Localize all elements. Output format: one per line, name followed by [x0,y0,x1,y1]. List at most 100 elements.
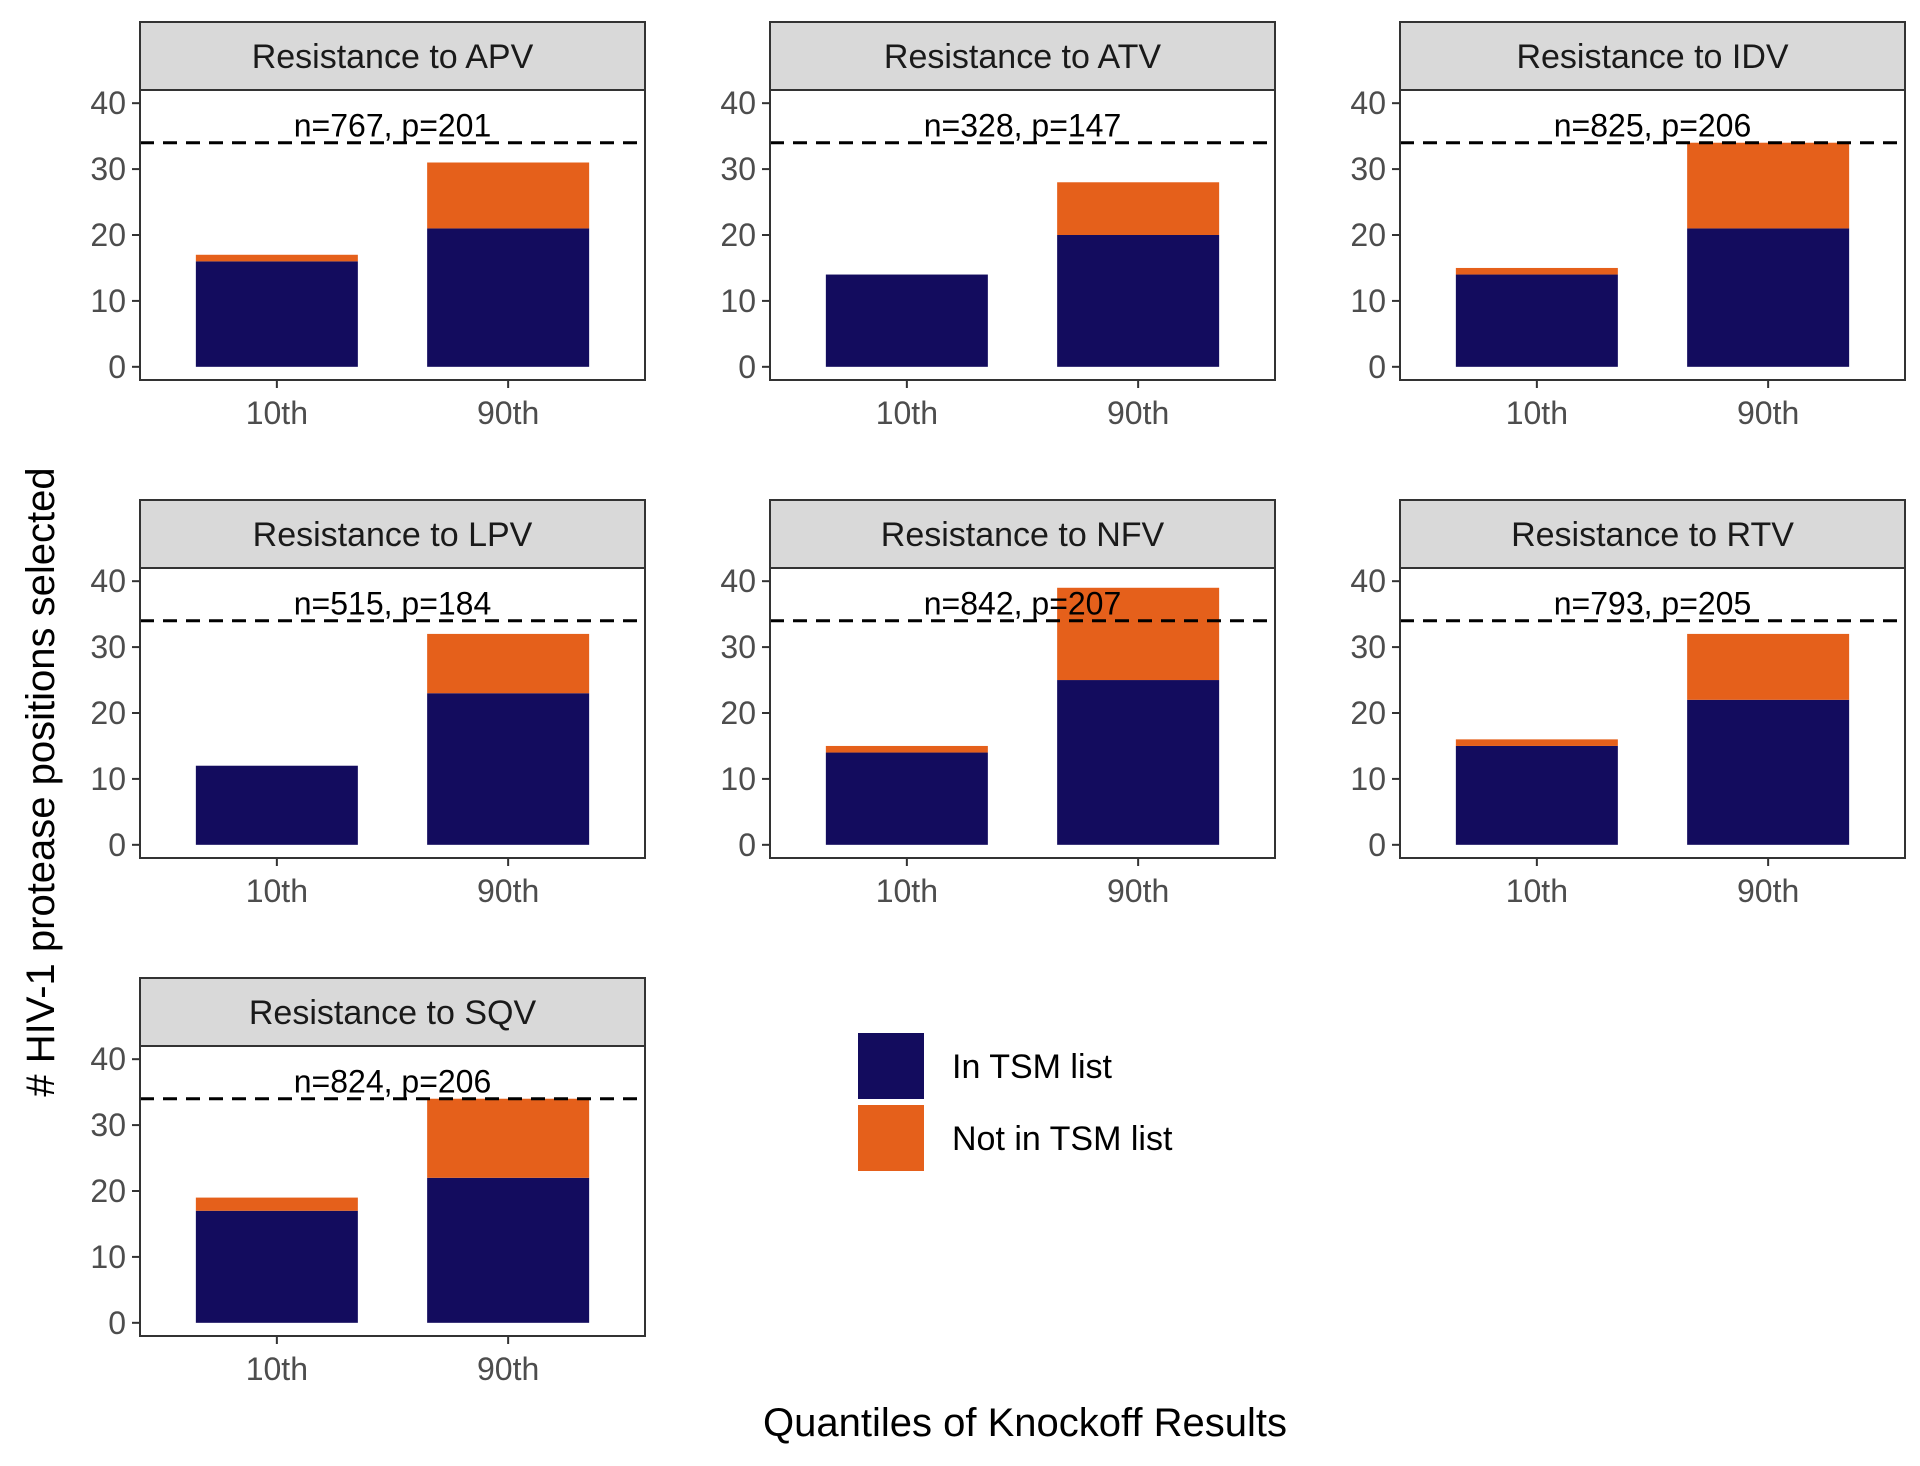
x-tick-label: 90th [477,1351,539,1387]
chart-panels: Resistance to APV 10th 90th n=767, p=201 0 10… [90,21,1906,1387]
legend-label: In TSM list [952,1048,1113,1086]
y-tick-label: 20 [90,695,126,731]
y-tick-label: 40 [90,1041,126,1077]
panel-3: Resistance to IDV 10th 90th n=825, p=206 0 10… [1350,21,1906,431]
plot-border [139,567,646,859]
bar-in-tsm-10th [195,261,358,367]
plot-border [769,567,1276,859]
x-tick-label: 10th [1506,873,1568,909]
y-tick-label: 10 [90,283,126,319]
bar-not-in-tsm-90th [1687,142,1850,229]
y-tick-label: 0 [108,827,126,863]
bar-in-tsm-10th [1455,274,1618,367]
bar-in-tsm-10th [1455,745,1618,845]
panel-title: Resistance to ATV [884,38,1161,76]
y-tick-label: 10 [1350,283,1386,319]
bar-in-tsm-10th [195,765,358,845]
y-tick-label: 0 [1368,827,1386,863]
x-axis-title: Quantiles of Knockoff Results [763,1401,1287,1445]
plot-border [139,89,646,381]
panel-6: Resistance to RTV 10th 90th n=793, p=205 0 10… [1350,499,1906,909]
y-tick-label: 0 [738,349,756,385]
legend-label: Not in TSM list [952,1120,1173,1158]
panel-2: Resistance to ATV 10th 90th n=328, p=147 0 10… [720,21,1276,431]
plot-border [1399,567,1906,859]
bar-in-tsm-90th [1057,235,1220,367]
y-tick-label: 0 [1368,349,1386,385]
plot-border [769,89,1276,381]
bar-in-tsm-90th [427,693,590,845]
x-tick-label: 10th [876,873,938,909]
panel-annotation: n=842, p=207 [924,586,1122,622]
panel-7: Resistance to SQV 10th 90th n=824, p=206 0 10… [90,977,646,1387]
y-tick-label: 30 [720,151,756,187]
y-tick-label: 10 [1350,761,1386,797]
bar-in-tsm-90th [427,1177,590,1323]
panel-5: Resistance to NFV 10th 90th n=842, p=207 0 10… [720,499,1276,909]
x-tick-label: 90th [477,395,539,431]
y-tick-label: 30 [90,151,126,187]
bar-in-tsm-90th [1057,680,1220,845]
y-tick-label: 20 [720,695,756,731]
bar-not-in-tsm-10th [1455,739,1618,746]
bar-not-in-tsm-90th [427,162,590,229]
panel-strip [1399,21,1906,91]
y-tick-label: 40 [720,85,756,121]
bar-not-in-tsm-90th [427,633,590,694]
bar-in-tsm-10th [825,274,988,367]
y-tick-label: 40 [720,563,756,599]
panel-annotation: n=515, p=184 [294,586,492,622]
bar-not-in-tsm-90th [427,1098,590,1178]
bar-not-in-tsm-90th [1057,587,1220,681]
x-tick-label: 90th [1737,873,1799,909]
y-tick-label: 30 [1350,151,1386,187]
x-tick-label: 90th [1737,395,1799,431]
bar-not-in-tsm-10th [195,1197,358,1211]
y-tick-label: 20 [1350,217,1386,253]
y-tick-label: 20 [90,1173,126,1209]
plot-border [1399,89,1906,381]
y-tick-label: 10 [720,283,756,319]
x-tick-label: 90th [1107,873,1169,909]
bar-in-tsm-90th [427,228,590,367]
y-tick-label: 0 [108,349,126,385]
panel-strip [139,499,646,569]
legend-key [858,1033,924,1099]
y-tick-label: 0 [108,1305,126,1341]
y-tick-label: 10 [720,761,756,797]
panel-annotation: n=767, p=201 [294,108,492,144]
panel-4: Resistance to LPV 10th 90th n=515, p=184 0 10… [90,499,646,909]
y-tick-label: 0 [738,827,756,863]
y-tick-label: 30 [90,1107,126,1143]
panel-annotation: n=793, p=205 [1554,586,1752,622]
y-tick-label: 10 [90,1239,126,1275]
panel-title: Resistance to LPV [253,516,533,554]
bar-not-in-tsm-90th [1687,633,1850,700]
y-tick-label: 30 [720,629,756,665]
panel-title: Resistance to IDV [1516,38,1788,76]
panel-strip [1399,499,1906,569]
y-tick-label: 40 [90,563,126,599]
panel-title: Resistance to SQV [249,994,537,1032]
panel-annotation: n=824, p=206 [294,1064,492,1100]
panel-title: Resistance to RTV [1511,516,1794,554]
panel-annotation: n=825, p=206 [1554,108,1752,144]
bar-in-tsm-90th [1687,699,1850,845]
bar-not-in-tsm-10th [1455,267,1618,275]
panel-title: Resistance to APV [252,38,534,76]
bar-in-tsm-10th [195,1210,358,1323]
y-tick-label: 20 [90,217,126,253]
y-axis-title: # HIV-1 protease positions selected [19,467,63,1096]
y-tick-label: 10 [90,761,126,797]
x-tick-label: 10th [1506,395,1568,431]
y-tick-label: 40 [90,85,126,121]
panel-1: Resistance to APV 10th 90th n=767, p=201 0 10… [90,21,646,431]
y-tick-label: 30 [1350,629,1386,665]
legend-key [858,1105,924,1171]
bar-in-tsm-10th [825,752,988,845]
x-tick-label: 10th [246,873,308,909]
x-tick-label: 90th [1107,395,1169,431]
x-tick-label: 90th [477,873,539,909]
plot-border [139,1045,646,1337]
y-tick-label: 40 [1350,563,1386,599]
